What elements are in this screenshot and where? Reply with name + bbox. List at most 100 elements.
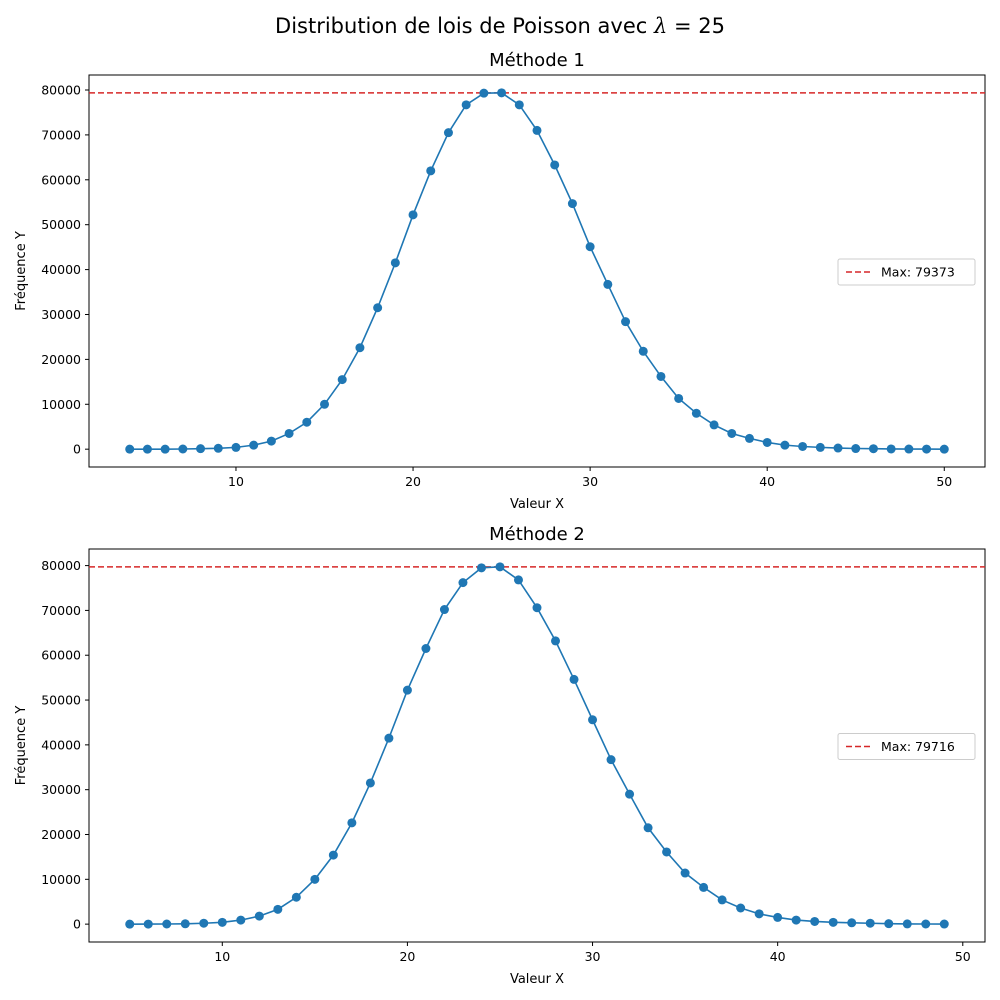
data-point (603, 279, 613, 289)
x-tick-label: 10 (214, 949, 230, 964)
data-point (291, 892, 301, 902)
y-tick-label: 60000 (41, 172, 81, 187)
lambda-symbol: λ (653, 14, 668, 38)
data-point (691, 408, 701, 418)
data-point (479, 88, 489, 98)
data-point (550, 160, 560, 170)
y-tick-label: 10000 (41, 872, 81, 887)
data-point (443, 128, 453, 138)
data-point (347, 818, 357, 828)
y-tick-label: 0 (73, 917, 81, 932)
data-point (217, 917, 227, 927)
data-point (674, 393, 684, 403)
data-point (495, 562, 505, 572)
figure-title: Distribution de lois de Poisson avec λ =… (0, 14, 1000, 38)
x-axis-label: Valeur X (510, 972, 564, 987)
data-point (625, 789, 635, 799)
data-point (815, 442, 825, 452)
y-axis-label: Fréquence Y (14, 706, 29, 786)
data-point (798, 441, 808, 451)
data-point (365, 778, 375, 788)
data-point (461, 100, 471, 110)
data-point (273, 904, 283, 914)
chart-panel-1: Méthode 1 10 20 30 40 50 0 10000 20000 30000 40000… (14, 50, 986, 512)
data-point (143, 919, 153, 929)
data-point (680, 868, 690, 878)
data-point (773, 912, 783, 922)
x-tick-label: 20 (405, 474, 421, 489)
data-point (754, 909, 764, 919)
data-point (567, 199, 577, 209)
data-point (236, 915, 246, 925)
data-point (231, 442, 241, 452)
y-tick-label: 30000 (41, 307, 81, 322)
plot-area-frame (88, 548, 986, 943)
data-point (621, 317, 631, 327)
data-point (249, 440, 259, 450)
data-point (833, 443, 843, 453)
data-point (709, 420, 719, 430)
y-tick-label: 30000 (41, 782, 81, 797)
data-point (426, 166, 436, 176)
x-axis-label: Valeur X (510, 497, 564, 512)
chart-title: Méthode 1 (489, 50, 585, 71)
data-point (727, 428, 737, 438)
data-point (810, 916, 820, 926)
y-tick-label: 80000 (41, 558, 81, 573)
data-point (196, 444, 206, 454)
data-point (791, 915, 801, 925)
x-tick-label: 40 (770, 949, 786, 964)
data-point (213, 443, 223, 453)
data-point (284, 428, 294, 438)
x-tick-label: 10 (228, 474, 244, 489)
data-point (514, 100, 524, 110)
data-point (373, 303, 383, 313)
data-point (390, 258, 400, 268)
x-tick-label: 50 (955, 949, 971, 964)
data-point (439, 605, 449, 615)
data-point (847, 918, 857, 928)
legend: Max: 79373 (837, 258, 976, 286)
data-point (780, 440, 790, 450)
data-point (585, 242, 595, 252)
data-point (458, 578, 468, 588)
x-tick-label: 50 (936, 474, 952, 489)
data-point (302, 417, 312, 427)
data-point (865, 918, 875, 928)
data-point (408, 210, 418, 220)
data-point (476, 563, 486, 573)
x-tick-label: 30 (585, 949, 601, 964)
figure-title-suffix: = 25 (667, 14, 725, 38)
data-point (939, 919, 949, 929)
data-point (762, 437, 772, 447)
data-point (643, 823, 653, 833)
legend-box (837, 258, 976, 286)
legend: Max: 79716 (837, 733, 976, 760)
data-point (886, 444, 896, 454)
x-tick-label: 40 (759, 474, 775, 489)
data-point (320, 399, 330, 409)
data-point (662, 847, 672, 857)
data-point (717, 895, 727, 905)
y-tick-label: 70000 (41, 603, 81, 618)
chart-title: Méthode 2 (489, 524, 585, 545)
data-point (606, 755, 616, 765)
data-point (160, 444, 170, 454)
chart-panel-2: Méthode 2 10 20 30 40 50 0 10000 20000 30000 40000… (14, 524, 986, 987)
data-point (902, 919, 912, 929)
data-point (551, 636, 561, 646)
data-point (355, 343, 365, 353)
y-tick-label: 60000 (41, 648, 81, 663)
y-tick-label: 20000 (41, 827, 81, 842)
data-point (699, 882, 709, 892)
plot-area-frame (88, 74, 986, 468)
data-point (337, 375, 347, 385)
y-tick-label: 80000 (41, 83, 81, 98)
x-tick-label: 30 (582, 474, 598, 489)
data-point (588, 715, 598, 725)
data-point (922, 444, 932, 454)
data-point (532, 125, 542, 135)
series-line (129, 92, 945, 450)
data-point (921, 919, 931, 929)
